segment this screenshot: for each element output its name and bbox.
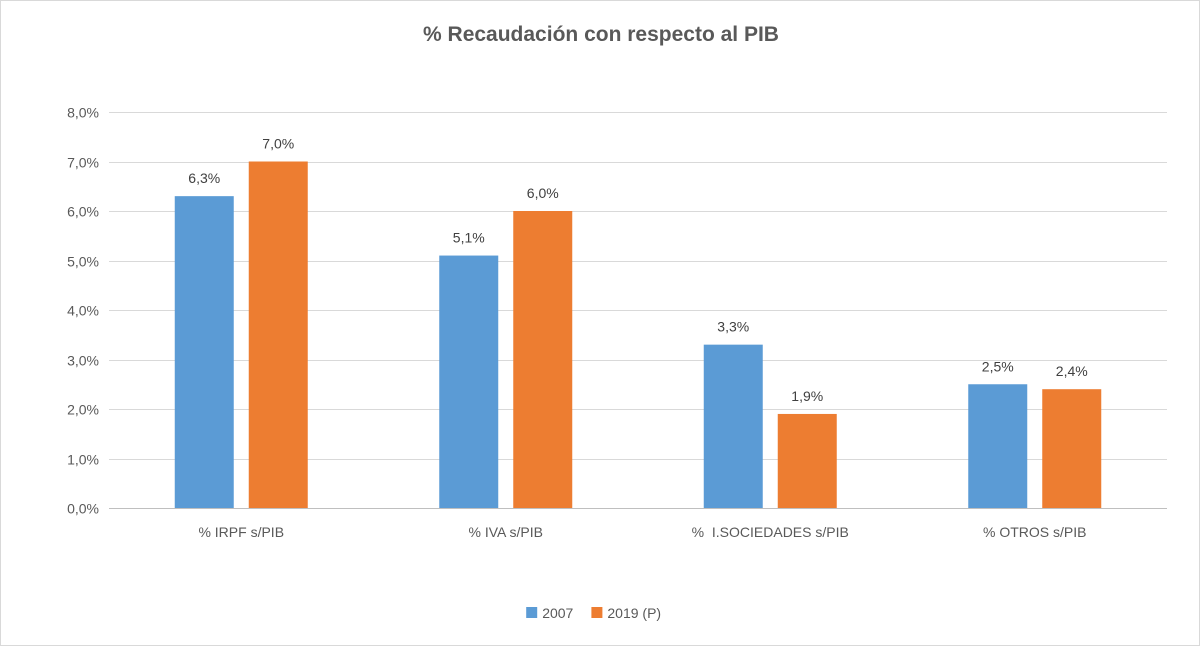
y-tick-label: 5,0% bbox=[67, 254, 99, 270]
data-label: 1,9% bbox=[791, 388, 823, 404]
legend-swatch bbox=[591, 607, 603, 618]
bar-2007-1 bbox=[439, 255, 499, 508]
bars bbox=[174, 161, 1102, 508]
data-label: 2,5% bbox=[982, 358, 1014, 374]
category-label: % IVA s/PIB bbox=[469, 524, 543, 540]
y-tick-label: 0,0% bbox=[67, 501, 99, 517]
y-tick-label: 1,0% bbox=[67, 452, 99, 468]
category-label: % I.SOCIEDADES s/PIB bbox=[692, 524, 849, 540]
y-tick-label: 8,0% bbox=[67, 105, 99, 121]
data-label: 7,0% bbox=[262, 136, 294, 152]
data-label: 5,1% bbox=[453, 230, 485, 246]
category-label: % IRPF s/PIB bbox=[198, 524, 284, 540]
x-axis-categories: % IRPF s/PIB % IVA s/PIB % I.SOCIEDADES s/… bbox=[198, 524, 1086, 540]
y-tick-label: 6,0% bbox=[67, 204, 99, 220]
data-labels: 6,3% 7,0% 5,1% 6,0% 3,3% 1,9% 2,5% 2,4% bbox=[188, 136, 1087, 404]
bar-2007-3 bbox=[968, 384, 1028, 508]
bar-2007-2 bbox=[703, 344, 763, 508]
data-label: 6,0% bbox=[527, 185, 559, 201]
y-axis-ticks: 0,0% 1,0% 2,0% 3,0% 4,0% 5,0% 6,0% 7,0% 8,0% bbox=[67, 105, 99, 517]
chart-title: % Recaudación con respecto al PIB bbox=[423, 23, 779, 46]
legend: 2007 2019 (P) bbox=[526, 605, 661, 621]
bar-2019-p--1 bbox=[513, 211, 573, 508]
data-label: 6,3% bbox=[188, 170, 220, 186]
data-label: 2,4% bbox=[1056, 363, 1088, 379]
bar-2019-p--0 bbox=[248, 161, 308, 508]
y-tick-label: 2,0% bbox=[67, 402, 99, 418]
y-tick-label: 7,0% bbox=[67, 155, 99, 171]
legend-label: 2019 (P) bbox=[607, 605, 661, 621]
bar-2019-p--3 bbox=[1042, 389, 1102, 508]
bar-2019-p--2 bbox=[777, 413, 837, 508]
legend-label: 2007 bbox=[542, 605, 573, 621]
y-tick-label: 4,0% bbox=[67, 303, 99, 319]
bar-2007-0 bbox=[174, 196, 234, 508]
category-label: % OTROS s/PIB bbox=[983, 524, 1086, 540]
data-label: 3,3% bbox=[717, 319, 749, 335]
legend-swatch bbox=[526, 607, 538, 618]
y-tick-label: 3,0% bbox=[67, 353, 99, 369]
